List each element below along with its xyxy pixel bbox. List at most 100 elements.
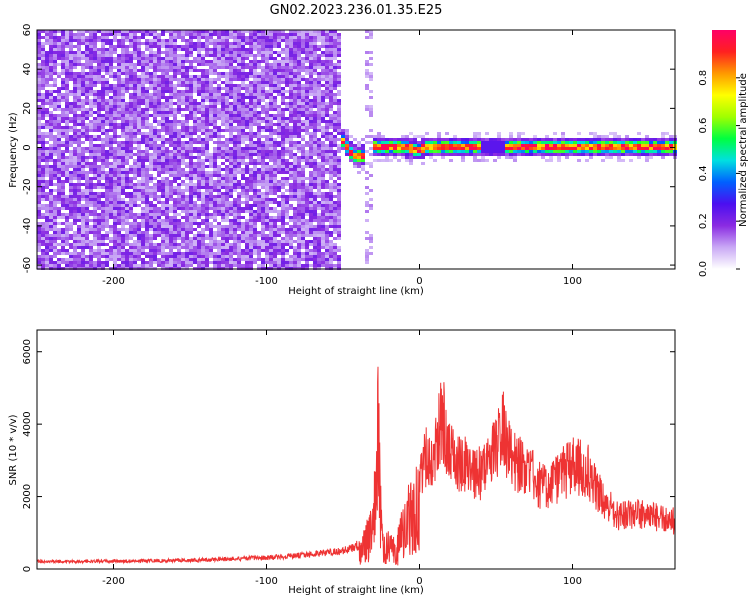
spectrogram-cell [217, 147, 221, 150]
spectrogram-cell [69, 243, 73, 246]
spectrogram-cell [173, 60, 177, 63]
spectrogram-cell [253, 66, 257, 69]
spectrogram-cell [221, 144, 225, 147]
spectrogram-cell [165, 54, 169, 57]
spectrogram-cell [293, 213, 297, 216]
spectrogram-cell [149, 222, 153, 225]
spectrogram-cell [65, 123, 69, 126]
spectrogram-cell [221, 240, 225, 243]
spectrogram-cell [205, 129, 209, 132]
spectrogram-cell [65, 147, 69, 150]
spectrogram-cell [193, 117, 197, 120]
spectrogram-cell [109, 111, 113, 114]
spectrogram-cell [173, 171, 177, 174]
spectrogram-cell [189, 177, 193, 180]
spectrogram-cell [229, 174, 233, 177]
spectrogram-cell [133, 36, 137, 39]
spectrogram-cell [105, 174, 109, 177]
spectrogram-cell [233, 60, 237, 63]
spectrogram-cell [149, 264, 153, 267]
spectrogram-cell [165, 57, 169, 60]
spectrogram-cell [37, 117, 41, 120]
spectrogram-cell [153, 177, 157, 180]
spectrogram-cell [217, 210, 221, 213]
spectrogram-cell [61, 156, 65, 159]
spectrogram-cell [269, 225, 273, 228]
spectrogram-cell [69, 177, 73, 180]
spectrogram-cell [253, 123, 257, 126]
spectrogram-cell [305, 213, 309, 216]
spectrogram-cell [261, 264, 265, 267]
spectrogram-cell [41, 183, 45, 186]
spectrogram-cell [265, 84, 269, 87]
spectrogram-cell [217, 30, 221, 33]
spectrogram-cell [261, 210, 265, 213]
spectrogram-cell [77, 228, 81, 231]
spectrogram-cell [293, 39, 297, 42]
spectrogram-cell [269, 243, 273, 246]
spectrogram-cell [181, 123, 185, 126]
spectrogram-cell [49, 78, 53, 81]
spectrogram-cell [81, 141, 85, 144]
spectrogram-cell [305, 207, 309, 210]
spectrogram-cell [221, 213, 225, 216]
spectrogram-cell [189, 240, 193, 243]
spectrogram-cell [101, 96, 105, 99]
spectrogram-cell [289, 114, 293, 117]
spectrogram-cell [145, 87, 149, 90]
spectrogram-cell [125, 213, 129, 216]
spectrogram-cell [53, 240, 57, 243]
spectrogram-cell [109, 75, 113, 78]
spectrogram-cell [121, 225, 125, 228]
spectrogram-cell [213, 156, 217, 159]
spectrogram-cell [137, 150, 141, 153]
spectrogram-cell [197, 81, 201, 84]
spectrogram-cell [257, 84, 261, 87]
spectrogram-cell [137, 204, 141, 207]
spectrogram-cell [249, 141, 253, 144]
spectrogram-cell [181, 66, 185, 69]
spectrogram-cell [113, 237, 117, 240]
spectrogram-cell [173, 201, 177, 204]
spectrogram-cell [277, 126, 281, 129]
spectrogram-cell [269, 141, 273, 144]
spectrogram-cell [181, 141, 185, 144]
spectrogram-cell [141, 225, 145, 228]
spectrogram-cell [213, 162, 217, 165]
spectrogram-cell [269, 234, 273, 237]
spectrogram-cell [129, 171, 133, 174]
spectrogram-cell [65, 78, 69, 81]
spectrogram-cell [265, 210, 269, 213]
spectrogram-cell [141, 171, 145, 174]
spectrogram-cell [93, 156, 97, 159]
spectrogram-cell [97, 234, 101, 237]
spectrogram-cell [313, 84, 317, 87]
spectrogram-cell [205, 228, 209, 231]
spectrogram-cell [197, 168, 201, 171]
spectrogram-cell [285, 195, 289, 198]
spectrogram-cell [133, 177, 137, 180]
spectrogram-cell [73, 183, 77, 186]
spectrogram-cell [101, 201, 105, 204]
spectrogram-cell [81, 87, 85, 90]
spectrogram-cell [237, 75, 241, 78]
spectrogram-cell [245, 198, 249, 201]
spectrogram-cell [133, 222, 137, 225]
spectrogram-cell [93, 117, 97, 120]
spectrogram-cell [129, 147, 133, 150]
spectrogram-cell [189, 108, 193, 111]
spectrogram-cell [313, 192, 317, 195]
spectrogram-cell [253, 87, 257, 90]
spectrogram-cell [121, 54, 125, 57]
spectrogram-cell [61, 84, 65, 87]
spectrogram-cell [309, 117, 313, 120]
spectrogram-cell [185, 156, 189, 159]
spectrogram-cell [69, 75, 73, 78]
spectrogram-cell [69, 117, 73, 120]
spectrogram-cell [189, 117, 193, 120]
spectrogram-cell [173, 51, 177, 54]
spectrogram-cell [313, 126, 317, 129]
spectrogram-cell [41, 105, 45, 108]
spectrogram-cell [69, 189, 73, 192]
spectrogram-cell [265, 192, 269, 195]
